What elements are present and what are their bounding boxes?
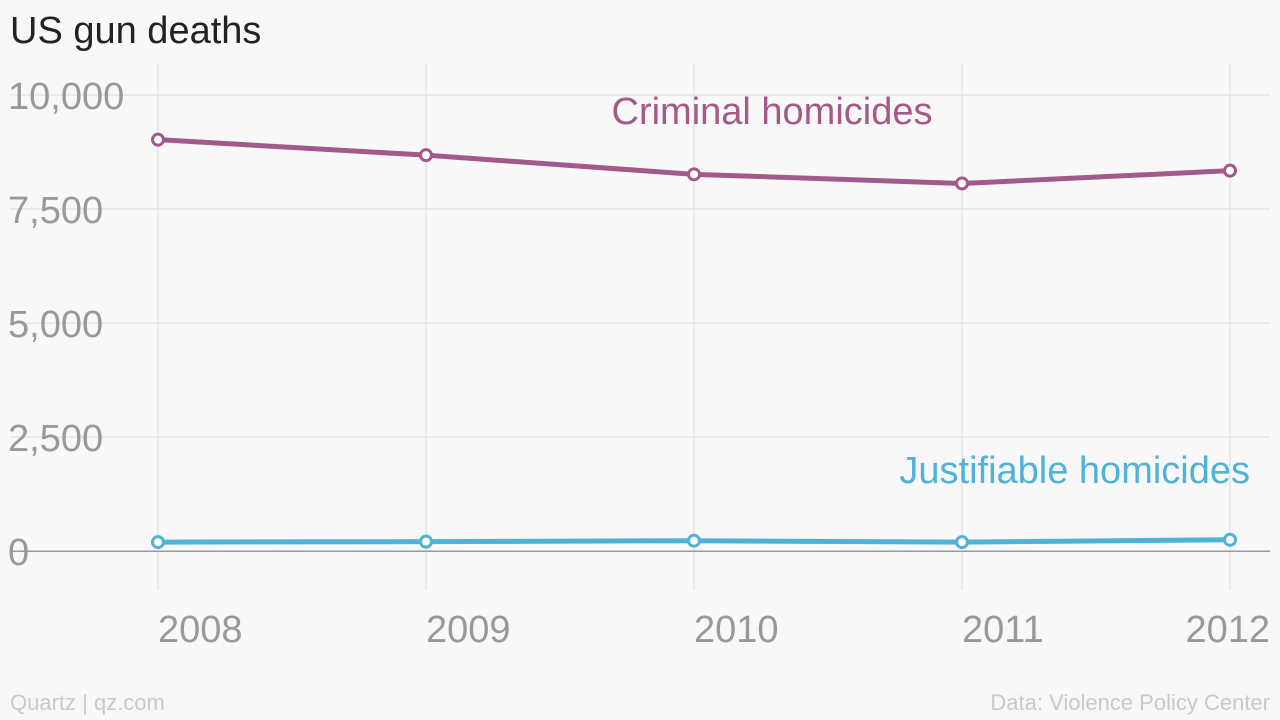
data-point (955, 176, 969, 191)
x-tick-label: 2009 (426, 609, 511, 651)
y-tick-label: 2,500 (8, 418, 103, 460)
data-point (1223, 532, 1237, 547)
y-tick-label: 10,000 (8, 76, 124, 118)
y-tick-label: 0 (8, 532, 29, 574)
series-label-criminal: Criminal homicides (612, 91, 933, 133)
series-label-justifiable: Justifiable homicides (899, 450, 1250, 492)
grid-lines (10, 63, 1270, 590)
y-tick-label: 7,500 (8, 190, 103, 232)
data-point (687, 533, 701, 548)
data-point (419, 534, 433, 549)
series-lines (151, 132, 1237, 550)
chart-title: US gun deaths (10, 10, 262, 52)
x-tick-label: 2008 (158, 609, 243, 651)
data-point (955, 535, 969, 550)
footer-source-left: Quartz | qz.com (10, 690, 165, 715)
data-point (151, 535, 165, 550)
footer-source-right: Data: Violence Policy Center (990, 690, 1270, 715)
y-axis-tick-labels: 0 2,500 5,000 7,500 10,000 (8, 76, 124, 574)
data-point (1223, 163, 1237, 178)
series-labels: Criminal homicides Justifiable homicides (612, 91, 1250, 492)
data-point (151, 132, 165, 147)
x-tick-label: 2010 (694, 609, 779, 651)
data-point (419, 148, 433, 163)
y-tick-label: 5,000 (8, 304, 103, 346)
x-tick-label: 2012 (1185, 609, 1270, 651)
x-axis-tick-labels: 2008 2009 2010 2011 2012 (158, 609, 1270, 651)
data-point (687, 167, 701, 182)
x-tick-label: 2011 (962, 609, 1044, 651)
